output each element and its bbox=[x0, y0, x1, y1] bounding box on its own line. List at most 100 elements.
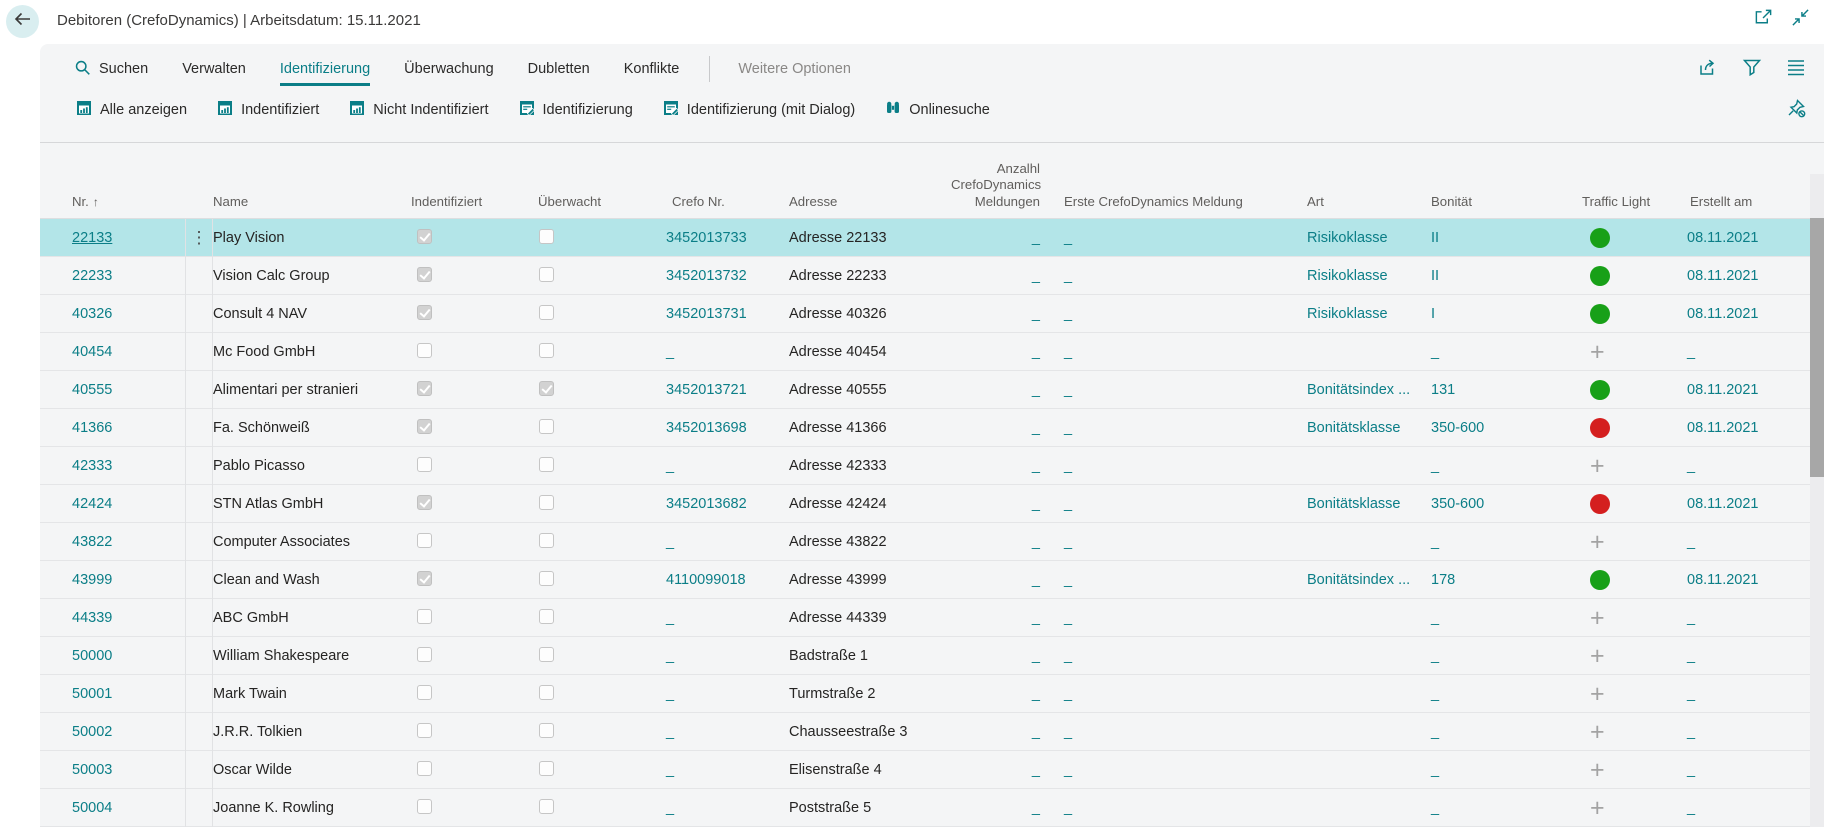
column-header-ueberwacht[interactable]: Überwacht bbox=[538, 193, 602, 209]
row-crefo-link[interactable]: _ bbox=[666, 344, 675, 360]
row-menu-dots[interactable] bbox=[186, 371, 213, 409]
row-bonitaet[interactable]: _ bbox=[1431, 458, 1440, 474]
traffic-light[interactable] bbox=[1590, 266, 1610, 286]
row-erste[interactable]: _ bbox=[1064, 762, 1073, 778]
menu-item-dubletten[interactable]: Dubletten bbox=[527, 61, 590, 77]
identifiziert-checkbox[interactable] bbox=[417, 608, 432, 624]
menu-item-suchen[interactable]: Suchen bbox=[74, 59, 148, 80]
row-nr-link[interactable]: 40326 bbox=[72, 306, 113, 322]
row-crefo-link[interactable]: 3452013698 bbox=[666, 420, 747, 436]
row-art-link[interactable]: Bonitätsklasse bbox=[1307, 496, 1401, 512]
row-crefo-link[interactable]: _ bbox=[666, 648, 675, 664]
traffic-light[interactable] bbox=[1590, 494, 1610, 514]
ueberwacht-checkbox[interactable] bbox=[539, 646, 554, 662]
column-header-traffic-light[interactable]: Traffic Light bbox=[1582, 193, 1651, 209]
row-crefo-link[interactable]: 3452013733 bbox=[666, 230, 747, 246]
row-nr-link[interactable]: 50001 bbox=[72, 686, 113, 702]
ueberwacht-checkbox[interactable] bbox=[539, 608, 554, 624]
collapse-view-icon[interactable] bbox=[1791, 8, 1810, 27]
row-menu-dots[interactable] bbox=[186, 409, 213, 447]
row-anzahl[interactable]: _ bbox=[1031, 344, 1040, 360]
table-row[interactable]: 44339 ABC GmbH _ Adresse 44339 _ _ _ + _ bbox=[40, 599, 1824, 637]
row-bonitaet[interactable]: I bbox=[1431, 306, 1436, 322]
row-bonitaet[interactable]: _ bbox=[1431, 762, 1440, 778]
table-row[interactable]: 50001 Mark Twain _ Turmstraße 2 _ _ _ + … bbox=[40, 675, 1824, 713]
row-erstellt[interactable]: 08.11.2021 bbox=[1687, 230, 1759, 246]
row-erste[interactable]: _ bbox=[1064, 648, 1073, 664]
ueberwacht-checkbox[interactable] bbox=[539, 722, 554, 738]
row-anzahl[interactable]: _ bbox=[1031, 458, 1040, 474]
row-nr-link[interactable]: 40555 bbox=[72, 382, 113, 398]
row-crefo-link[interactable]: 3452013732 bbox=[666, 268, 747, 284]
row-menu-dots[interactable] bbox=[186, 523, 213, 561]
share-icon[interactable] bbox=[1698, 57, 1718, 81]
identifiziert-checkbox[interactable] bbox=[417, 760, 432, 776]
row-anzahl[interactable]: _ bbox=[1031, 686, 1040, 702]
identifiziert-checkbox[interactable] bbox=[417, 570, 432, 586]
row-art-link[interactable]: Bonitätsindex ... bbox=[1307, 572, 1411, 588]
row-art-link[interactable]: Bonitätsindex ... bbox=[1307, 382, 1411, 398]
traffic-light[interactable]: + bbox=[1590, 756, 1605, 784]
row-erstellt[interactable]: _ bbox=[1687, 610, 1696, 626]
identifiziert-checkbox[interactable] bbox=[417, 722, 432, 738]
row-bonitaet[interactable]: 131 bbox=[1431, 382, 1456, 398]
row-erste[interactable]: _ bbox=[1064, 800, 1073, 816]
row-anzahl[interactable]: _ bbox=[1031, 724, 1040, 740]
row-anzahl[interactable]: _ bbox=[1031, 534, 1040, 550]
row-nr-link[interactable]: 40454 bbox=[72, 344, 113, 360]
traffic-light[interactable] bbox=[1590, 380, 1610, 400]
row-menu-dots[interactable] bbox=[186, 789, 213, 827]
traffic-light[interactable] bbox=[1590, 570, 1610, 590]
row-erste[interactable]: _ bbox=[1064, 230, 1073, 246]
row-menu-dots[interactable] bbox=[186, 257, 213, 295]
row-crefo-link[interactable]: _ bbox=[666, 534, 675, 550]
open-in-new-window-icon[interactable] bbox=[1754, 8, 1773, 27]
ueberwacht-checkbox[interactable] bbox=[539, 570, 554, 586]
row-anzahl[interactable]: _ bbox=[1031, 268, 1040, 284]
row-nr-link[interactable]: 22133 bbox=[72, 230, 113, 246]
row-anzahl[interactable]: _ bbox=[1031, 610, 1040, 626]
menu-item-weitere-optionen[interactable]: Weitere Optionen bbox=[738, 61, 851, 77]
row-erste[interactable]: _ bbox=[1064, 686, 1073, 702]
row-bonitaet[interactable]: _ bbox=[1431, 610, 1440, 626]
row-menu-dots[interactable] bbox=[186, 561, 213, 599]
row-erstellt[interactable]: _ bbox=[1687, 534, 1696, 550]
row-anzahl[interactable]: _ bbox=[1031, 306, 1040, 322]
row-erste[interactable]: _ bbox=[1064, 610, 1073, 626]
row-bonitaet[interactable]: _ bbox=[1431, 534, 1440, 550]
filter-icon[interactable] bbox=[1742, 57, 1762, 81]
identifiziert-checkbox[interactable] bbox=[417, 456, 432, 472]
table-row[interactable]: 40326 Consult 4 NAV 3452013731 Adresse 4… bbox=[40, 295, 1824, 333]
column-header-erstellt-am[interactable]: Erstellt am bbox=[1690, 193, 1753, 209]
column-header-name[interactable]: Name bbox=[213, 193, 249, 209]
menu-item-verwalten[interactable]: Verwalten bbox=[182, 61, 246, 77]
column-header-bonitaet[interactable]: Bonität bbox=[1431, 193, 1473, 209]
row-crefo-link[interactable]: _ bbox=[666, 762, 675, 778]
row-erstellt[interactable]: 08.11.2021 bbox=[1687, 420, 1759, 436]
identifiziert-checkbox[interactable] bbox=[417, 684, 432, 700]
row-bonitaet[interactable]: 350-600 bbox=[1431, 420, 1485, 436]
identifiziert-checkbox[interactable] bbox=[417, 646, 432, 662]
row-anzahl[interactable]: _ bbox=[1031, 572, 1040, 588]
identifiziert-checkbox[interactable] bbox=[417, 228, 432, 244]
row-erstellt[interactable]: _ bbox=[1687, 762, 1696, 778]
row-crefo-link[interactable]: 3452013731 bbox=[666, 306, 747, 322]
row-anzahl[interactable]: _ bbox=[1031, 648, 1040, 664]
traffic-light[interactable]: + bbox=[1590, 338, 1605, 366]
row-erstellt[interactable]: 08.11.2021 bbox=[1687, 496, 1759, 512]
row-nr-link[interactable]: 43822 bbox=[72, 534, 113, 550]
ueberwacht-checkbox[interactable] bbox=[539, 304, 554, 320]
identifiziert-checkbox[interactable] bbox=[417, 380, 432, 396]
row-menu-dots[interactable] bbox=[186, 599, 213, 637]
ueberwacht-checkbox[interactable] bbox=[539, 760, 554, 776]
table-row[interactable]: 50000 William Shakespeare _ Badstraße 1 … bbox=[40, 637, 1824, 675]
row-art-link[interactable]: Risikoklasse bbox=[1307, 230, 1388, 246]
row-anzahl[interactable]: _ bbox=[1031, 762, 1040, 778]
row-nr-link[interactable]: 50003 bbox=[72, 762, 113, 778]
row-bonitaet[interactable]: _ bbox=[1431, 686, 1440, 702]
ueberwacht-checkbox[interactable] bbox=[539, 532, 554, 548]
row-art-link[interactable]: Risikoklasse bbox=[1307, 268, 1388, 284]
identifiziert-checkbox[interactable] bbox=[417, 532, 432, 548]
table-row[interactable]: 50002 J.R.R. Tolkien _ Chausseestraße 3 … bbox=[40, 713, 1824, 751]
column-header-erste-meldung[interactable]: Erste CrefoDynamics Meldung bbox=[1064, 193, 1243, 209]
